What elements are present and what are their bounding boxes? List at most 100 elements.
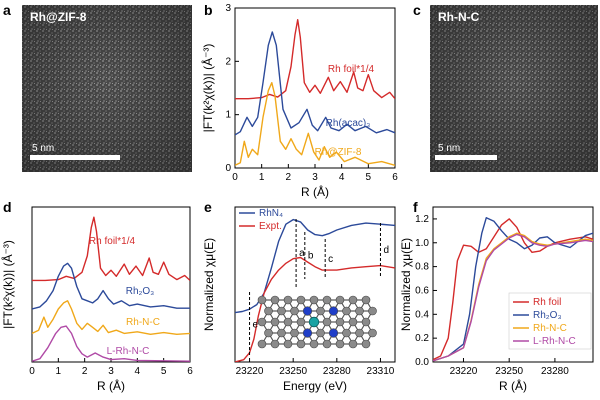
y-tick-label-f: 0.0 bbox=[415, 357, 429, 368]
carbon-atom bbox=[322, 317, 332, 327]
y-tick-label-b: 0 bbox=[225, 163, 231, 174]
x-tick-label-b: 6 bbox=[392, 172, 398, 183]
x-tick-label-e: 23220 bbox=[236, 366, 264, 377]
carbon-atom bbox=[270, 295, 280, 305]
carbon-atom bbox=[316, 328, 325, 338]
legend-label-f-0: Rh foil bbox=[533, 297, 561, 308]
plot-frame-e bbox=[234, 206, 396, 363]
panel-letter-f: f bbox=[413, 199, 418, 215]
plot-frame-f bbox=[432, 206, 594, 363]
series-line-b-2 bbox=[235, 82, 395, 166]
panel-a: a Rh@ZIF-8 5 nm bbox=[3, 2, 192, 172]
y-tick-label-f: 1.2 bbox=[415, 214, 429, 225]
series-line-d-3 bbox=[32, 325, 190, 362]
series-label-d-0: Rh foil*1/4 bbox=[89, 236, 136, 247]
stem-image-c-shade bbox=[430, 5, 598, 172]
x-axis-label-e: Energy (eV) bbox=[283, 379, 347, 393]
carbon-atom bbox=[290, 328, 299, 338]
carbon-atom bbox=[342, 306, 351, 316]
scale-label-c: 5 nm bbox=[438, 143, 460, 154]
rhn4-structure-inset bbox=[257, 295, 377, 349]
carbon-atom bbox=[361, 339, 371, 349]
image-label-a: Rh@ZIF-8 bbox=[30, 10, 87, 24]
x-tick-label-d: 0 bbox=[29, 366, 35, 377]
y-axis-label-f: Normalized χμ(E) bbox=[399, 238, 413, 331]
x-tick-label-d: 3 bbox=[108, 366, 114, 377]
annotation-label-a: a bbox=[299, 248, 305, 259]
carbon-atom bbox=[316, 306, 325, 316]
carbon-atom bbox=[264, 306, 273, 316]
carbon-atom bbox=[335, 295, 345, 305]
carbon-atom bbox=[309, 339, 319, 349]
annotation-label-d: d bbox=[383, 245, 389, 256]
x-tick-label-b: 0 bbox=[232, 172, 238, 183]
x-tick-label-d: 2 bbox=[82, 366, 88, 377]
series-line-f-1 bbox=[433, 217, 593, 362]
y-axis-label-d: |FT(k²χ(k))| (Å⁻³) bbox=[0, 240, 15, 329]
annotation-label-b: b bbox=[308, 251, 314, 262]
y-tick-label-b: 3 bbox=[225, 3, 231, 14]
y-tick-label-f: 0.4 bbox=[415, 309, 429, 320]
y-tick-label-f: 1.0 bbox=[415, 238, 429, 249]
legend-label-f-2: Rh-N-C bbox=[533, 323, 567, 334]
panel-c: c Rh-N-C 5 nm bbox=[413, 2, 598, 172]
scale-bar-a bbox=[30, 155, 120, 160]
panel-letter-a: a bbox=[3, 2, 11, 18]
legend-label-f-1: Rh₂O₃ bbox=[533, 310, 562, 321]
chart-f: 23220 23250 23280 0.0 0.2 0.4 0.6 0.8 1.0 1.2 R (Å… bbox=[399, 206, 594, 393]
series-line-f-3 bbox=[433, 233, 593, 362]
x-tick-label-b: 5 bbox=[366, 172, 372, 183]
rhodium-atom bbox=[308, 316, 320, 328]
y-axis-label-e: Normalized χμ(E) bbox=[202, 238, 216, 331]
x-tick-label-f: 23220 bbox=[450, 366, 478, 377]
series-line-d-1 bbox=[32, 262, 190, 310]
carbon-atom bbox=[257, 339, 267, 349]
carbon-atom bbox=[348, 339, 358, 349]
carbon-atom bbox=[368, 328, 377, 338]
legend-label-e-1: Expt. bbox=[259, 221, 282, 232]
series-label-b-1: Rh(acac)₃ bbox=[326, 118, 371, 129]
series-label-b-0: Rh foil*1/4 bbox=[328, 64, 375, 75]
carbon-atom bbox=[283, 339, 293, 349]
carbon-atom bbox=[309, 295, 319, 305]
carbon-atom bbox=[257, 295, 267, 305]
carbon-atom bbox=[290, 306, 299, 316]
panel-letter-d: d bbox=[3, 199, 12, 215]
stem-image-a-shade bbox=[22, 5, 192, 172]
annotation-label-c: c bbox=[328, 254, 333, 265]
x-axis-label-f: R (Å) bbox=[499, 378, 527, 393]
carbon-atom bbox=[322, 339, 332, 349]
x-tick-label-e: 23310 bbox=[367, 366, 395, 377]
carbon-atom bbox=[283, 295, 293, 305]
x-tick-label-d: 1 bbox=[56, 366, 62, 377]
y-tick-label-f: 0.2 bbox=[415, 333, 429, 344]
carbon-atom bbox=[368, 306, 377, 316]
image-label-c: Rh-N-C bbox=[438, 10, 480, 24]
carbon-atom bbox=[348, 317, 358, 327]
x-tick-label-b: 1 bbox=[259, 172, 265, 183]
chart-d: 0 1 2 3 4 5 6 R (Å) |FT(k²χ(k))| (Å⁻³) Rh foil*1/… bbox=[0, 206, 193, 393]
carbon-atom bbox=[322, 295, 332, 305]
carbon-atom bbox=[277, 328, 286, 338]
y-tick-label-b: 1 bbox=[225, 110, 231, 121]
x-tick-label-d: 6 bbox=[187, 366, 193, 377]
carbon-atom bbox=[296, 295, 306, 305]
carbon-atom bbox=[283, 317, 293, 327]
series-label-d-3: L-Rh-N-C bbox=[107, 346, 150, 357]
carbon-atom bbox=[277, 306, 286, 316]
x-tick-label-f: 23250 bbox=[495, 366, 523, 377]
series-line-e-1 bbox=[235, 256, 395, 362]
carbon-atom bbox=[335, 317, 345, 327]
x-tick-label-d: 5 bbox=[161, 366, 167, 377]
panel-letter-e: e bbox=[204, 199, 212, 215]
x-tick-label-e: 23250 bbox=[279, 366, 307, 377]
carbon-atom bbox=[296, 317, 306, 327]
carbon-atom bbox=[270, 317, 280, 327]
y-tick-label-b: 2 bbox=[225, 56, 231, 67]
carbon-atom bbox=[342, 328, 351, 338]
nitrogen-atom bbox=[328, 328, 339, 338]
series-line-b-1 bbox=[235, 31, 395, 136]
nitrogen-atom bbox=[302, 328, 313, 338]
